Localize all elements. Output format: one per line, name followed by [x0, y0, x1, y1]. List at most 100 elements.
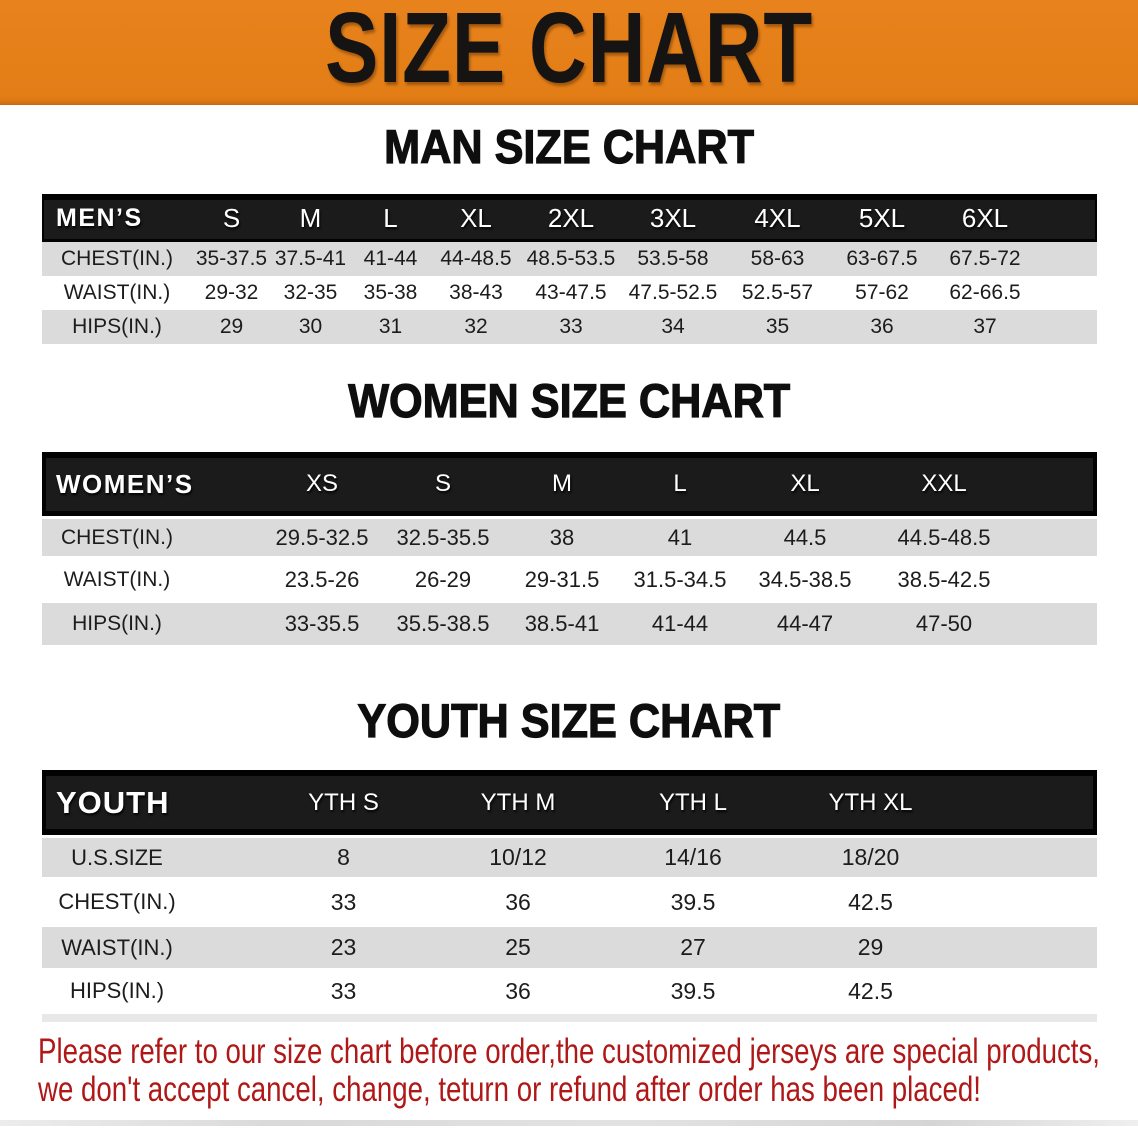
men-cell: 31 [378, 315, 403, 338]
men-cell: 62-66.5 [949, 281, 1021, 304]
youth-table-row: CHEST(IN.) 33 36 39.5 42.5 [42, 877, 1097, 927]
men-cell: 58-63 [750, 247, 805, 270]
youth-table-bottom-strip [42, 1014, 1097, 1022]
youth-table-row: WAIST(IN.) 23 25 27 29 [42, 927, 1097, 968]
women-cell: 29-31.5 [524, 566, 600, 592]
youth-cell: 25 [505, 934, 531, 960]
women-cell: 35.5-38.5 [396, 611, 490, 636]
youth-row-label: HIPS(IN.) [69, 978, 165, 1003]
men-column-header: 2XL [547, 202, 595, 233]
youth-cell: 14/16 [664, 844, 722, 870]
youth-column-header: YTH S [308, 788, 379, 816]
youth-cell: 42.5 [848, 977, 893, 1004]
women-table-header-label: WOMEN’S [56, 468, 194, 499]
women-cell: 44-47 [776, 611, 834, 636]
men-header-fill [44, 200, 1095, 239]
youth-table-header-label: YOUTH [56, 784, 170, 820]
women-column-header: L [673, 470, 687, 497]
men-table-row: HIPS(IN.) 29 30 31 32 33 34 35 36 37 [42, 310, 1097, 344]
women-cell: 44.5-48.5 [897, 524, 991, 550]
youth-cell: 33 [330, 977, 357, 1004]
warning-line-2: we don't accept cancel, change, teturn o… [38, 1070, 981, 1109]
women-table-row: HIPS(IN.) 33-35.5 35.5-38.5 38.5-41 41-4… [42, 603, 1097, 645]
youth-cell: 36 [505, 977, 531, 1004]
men-column-header: 5XL [858, 202, 906, 233]
women-column-header: XL [790, 470, 820, 497]
women-table-row: CHEST(IN.) 29.5-32.5 32.5-35.5 38 41 44.… [42, 519, 1097, 556]
men-cell: 41-44 [363, 247, 418, 270]
youth-header-cells: YOUTH YTH S YTH M YTH L YTH XL [42, 770, 1097, 835]
men-cell: 33 [559, 315, 583, 338]
youth-cell: 33 [330, 888, 357, 915]
men-cell: 29 [219, 315, 244, 338]
men-cell: 43-47.5 [535, 281, 607, 304]
men-cell: 35 [765, 315, 790, 338]
women-section-title-text: WOMEN SIZE CHART [347, 374, 790, 427]
youth-cell: 10/12 [489, 844, 547, 870]
women-row-label: HIPS(IN.) [72, 612, 162, 635]
women-column-header: XS [305, 470, 338, 497]
youth-row-label: WAIST(IN.) [61, 934, 173, 960]
men-cell: 35-37.5 [195, 247, 268, 270]
women-cell: 23.5-26 [284, 566, 360, 592]
youth-table-row: U.S.SIZE 8 10/12 14/16 18/20 [42, 838, 1097, 877]
youth-header-fill [46, 776, 1093, 829]
men-cell: 35-38 [363, 281, 418, 304]
warning-text: Please refer to our size chart before or… [38, 1033, 1138, 1109]
men-cell: 32 [464, 315, 488, 338]
youth-cell: 18/20 [841, 844, 900, 870]
men-section-title-text: MAN SIZE CHART [383, 120, 754, 173]
men-cell: 57-62 [855, 281, 909, 304]
men-row-label: CHEST(IN.) [61, 247, 173, 270]
youth-section-title-text: YOUTH SIZE CHART [357, 694, 781, 747]
men-section-title: MAN SIZE CHART [0, 120, 1138, 173]
men-table-header-label: MEN’S [56, 203, 143, 232]
women-cell: 44.5 [783, 524, 827, 550]
women-table-row: WAIST(IN.) 23.5-26 26-29 29-31.5 31.5-34… [42, 556, 1097, 603]
men-cell: 48.5-53.5 [526, 247, 616, 270]
men-cell: 38-43 [449, 281, 503, 304]
women-header-cells: WOMEN’S XS S M L XL XXL [42, 452, 1097, 516]
men-column-header: M [299, 202, 322, 233]
men-cell: 53.5-58 [637, 247, 709, 270]
men-cell: 44-48.5 [440, 247, 512, 270]
youth-cell: 29 [857, 934, 884, 960]
women-cell: 31.5-34.5 [633, 566, 727, 592]
men-row-label: WAIST(IN.) [63, 281, 171, 304]
men-cell: 34 [661, 315, 685, 338]
men-cell: 29-32 [204, 281, 259, 304]
men-cell: 63-67.5 [846, 247, 918, 270]
youth-cell: 39.5 [670, 888, 716, 915]
women-column-header: XXL [921, 470, 967, 497]
youth-cell: 36 [505, 888, 531, 915]
women-cell: 41 [667, 524, 693, 550]
men-column-header: L [383, 202, 398, 233]
youth-column-header: YTH M [480, 788, 556, 816]
men-cell: 36 [870, 315, 894, 338]
women-cell: 41-44 [651, 611, 709, 636]
men-table-header: MEN’S S M L XL 2XL 3XL 4XL 5XL 6XL [42, 194, 1097, 242]
men-row-label: HIPS(IN.) [72, 315, 162, 338]
men-column-header: S [222, 202, 241, 233]
women-header-fill [46, 458, 1093, 511]
men-header-cells: MEN’S S M L XL 2XL 3XL 4XL 5XL 6XL [42, 194, 1097, 242]
women-cell: 29.5-32.5 [275, 524, 369, 550]
men-cell: 67.5-72 [949, 247, 1021, 270]
banner: SIZE CHART [0, 0, 1138, 105]
youth-table-row: HIPS(IN.) 33 36 39.5 42.5 [42, 968, 1097, 1014]
women-column-header: S [434, 470, 451, 497]
youth-section-title: YOUTH SIZE CHART [0, 694, 1138, 747]
women-table-header: WOMEN’S XS S M L XL XXL [42, 452, 1097, 516]
warning-line-1: Please refer to our size chart before or… [38, 1032, 1100, 1071]
youth-column-header: YTH L [658, 788, 727, 816]
women-cell: 32.5-35.5 [396, 524, 490, 550]
youth-column-header: YTH XL [828, 788, 913, 816]
men-column-header: 3XL [649, 202, 697, 233]
women-column-header: M [552, 470, 572, 497]
men-column-header: 4XL [754, 202, 801, 233]
men-cell: 32-35 [283, 281, 338, 304]
youth-cell: 23 [330, 934, 357, 960]
men-column-header: 6XL [961, 202, 1009, 233]
youth-cell: 8 [337, 844, 350, 870]
